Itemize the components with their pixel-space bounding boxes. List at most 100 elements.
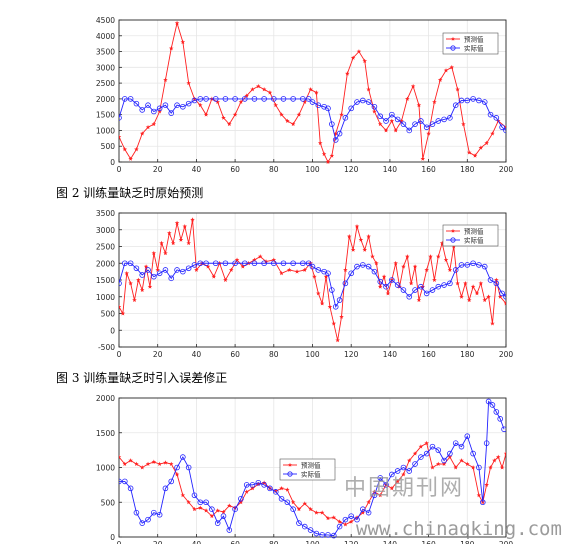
x-tick-label: 100 [305,350,320,359]
data-point [151,509,157,516]
data-point [478,145,484,150]
data-point [316,291,321,296]
data-point [428,254,433,259]
data-point [362,247,368,252]
data-point [493,409,500,415]
data-point [197,102,203,108]
watermark-url: www.chinaqking.com [356,518,562,540]
x-tick-label: 40 [192,350,202,359]
data-point [302,267,308,272]
figure-2-caption: 图 2 训练量缺乏时原始预测 [56,186,204,200]
y-tick-label: 0 [110,533,115,542]
y-tick-label: 1000 [96,464,115,473]
chart-3: 0 500 1000 1500 2000 0 20 40 60 80 100 120 140 160 180… [96,394,513,544]
data-point [300,260,306,267]
data-point [360,506,366,513]
data-point [119,115,122,121]
x-tick-label: 60 [230,540,240,544]
data-point [329,287,335,293]
data-point [490,321,495,326]
data-point [151,250,157,256]
x-tick-label: 80 [269,350,279,359]
data-point [412,264,418,269]
data-point [315,102,322,108]
data-point [377,284,383,289]
x-tick-label: 100 [305,165,320,174]
data-point [232,96,238,102]
data-point [302,501,308,506]
y-tick-label: 0 [110,326,115,335]
data-point [339,314,344,319]
data-point [205,264,211,269]
series-predicted [119,20,506,164]
data-point [162,102,169,108]
data-point [478,280,484,286]
data-point [447,115,453,121]
legend-box [279,458,336,481]
y-tick-label: 1000 [96,126,115,135]
data-point [418,454,424,460]
data-point [209,506,215,513]
data-point [354,99,360,105]
data-point [423,124,430,131]
y-tick-label: 3500 [96,209,115,218]
data-point [279,112,284,117]
data-point [435,118,442,124]
data-point [461,121,466,127]
data-point [261,87,267,92]
data-point [133,100,140,107]
data-point [418,283,424,290]
data-point [119,454,122,460]
y-tick-label: 2500 [96,243,115,252]
data-point [307,527,314,533]
data-point [374,260,379,266]
y-tick-label: 3000 [96,226,115,235]
data-point [483,440,490,446]
data-point [185,464,192,471]
data-point [389,485,395,491]
data-point [305,260,312,267]
data-point [128,156,133,161]
data-point [482,297,487,303]
x-tick-label: 0 [117,350,122,359]
data-point [186,240,191,246]
data-point [168,46,174,51]
data-point [155,267,160,272]
data-point [215,99,220,104]
data-point [232,112,238,117]
series-actual [119,96,506,143]
data-point [174,267,180,273]
data-point [360,510,366,515]
data-point [495,454,501,460]
data-point [470,260,476,267]
data-point [358,237,364,242]
data-point [244,489,249,494]
data-point [156,105,163,112]
data-point [145,461,151,466]
legend-marker-star [450,36,456,41]
data-point [271,257,277,262]
data-point [489,402,496,408]
data-point [499,124,505,131]
data-point [487,277,494,283]
x-tick-label: 0 [117,165,122,174]
data-point [313,530,320,537]
data-point [255,479,262,486]
data-point [127,485,134,492]
data-point [139,131,145,136]
data-point [191,262,198,268]
data-point [458,97,465,104]
data-point [133,265,140,272]
x-tick-label: 40 [192,165,202,174]
data-point [139,520,146,526]
data-point [203,260,209,267]
y-tick-label: 1500 [96,111,115,120]
data-point [180,39,186,45]
data-point [453,465,458,470]
data-point [174,464,180,471]
x-tick-label: 40 [192,540,202,544]
data-point [360,97,366,104]
data-point [168,478,175,485]
data-point [127,260,134,267]
data-point [174,20,180,26]
